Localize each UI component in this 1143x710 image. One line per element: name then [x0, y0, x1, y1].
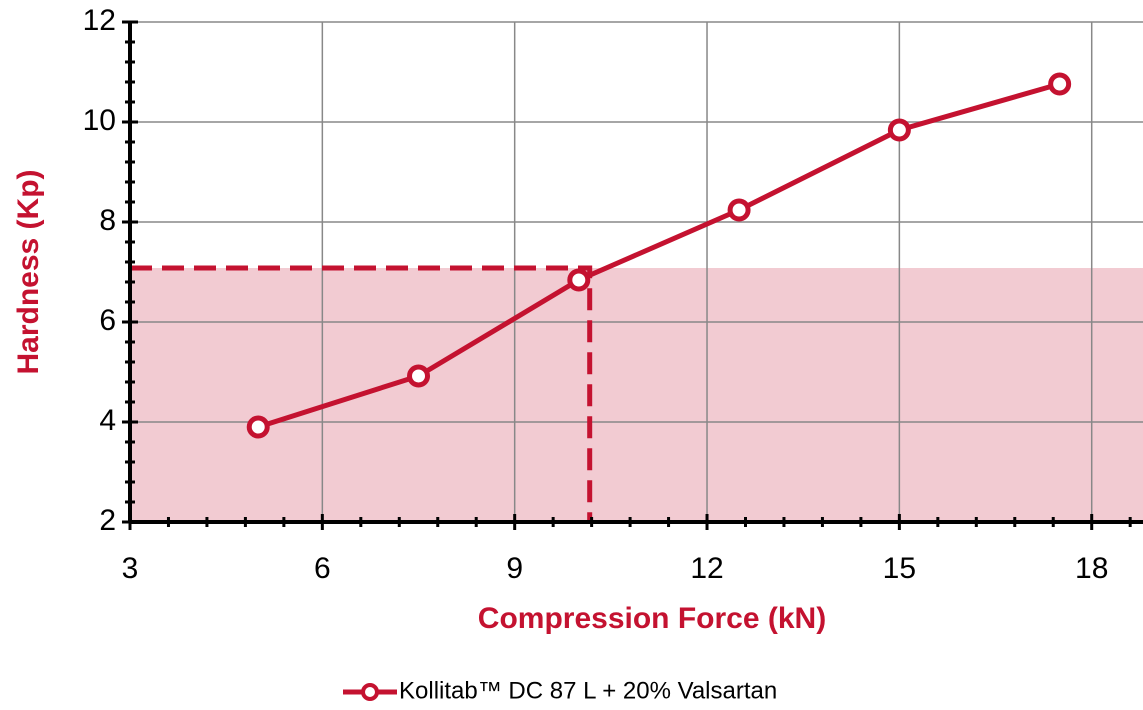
data-point: [887, 118, 911, 142]
data-point: [407, 364, 431, 388]
y-tick-label: 4: [99, 404, 116, 437]
x-tick-label: 3: [122, 552, 139, 585]
x-tick-label: 6: [314, 552, 331, 585]
legend-label: Kollitab™ DC 87 L + 20% Valsartan: [399, 677, 777, 704]
y-tick-label: 12: [83, 4, 116, 37]
y-tick-label: 6: [99, 304, 116, 337]
y-tick-label: 8: [99, 204, 116, 237]
y-tick-label: 2: [99, 504, 116, 537]
x-tick-label: 12: [690, 552, 723, 585]
data-line: [257, 81, 1061, 430]
data-point: [567, 268, 591, 292]
x-tick-label: 18: [1075, 552, 1108, 585]
y-axis-label: Hardness (Kp): [12, 169, 45, 374]
y-tick-label: 10: [83, 104, 116, 137]
x-axis-label: Compression Force (kN): [478, 602, 826, 635]
data-point: [1048, 72, 1072, 96]
x-tick-label: 15: [883, 552, 916, 585]
x-tick-label: 9: [506, 552, 523, 585]
threshold-line: [130, 265, 593, 522]
legend-marker: [361, 683, 379, 701]
shaded-region: [130, 268, 1143, 522]
data-point: [246, 415, 270, 439]
data-point: [727, 198, 751, 222]
